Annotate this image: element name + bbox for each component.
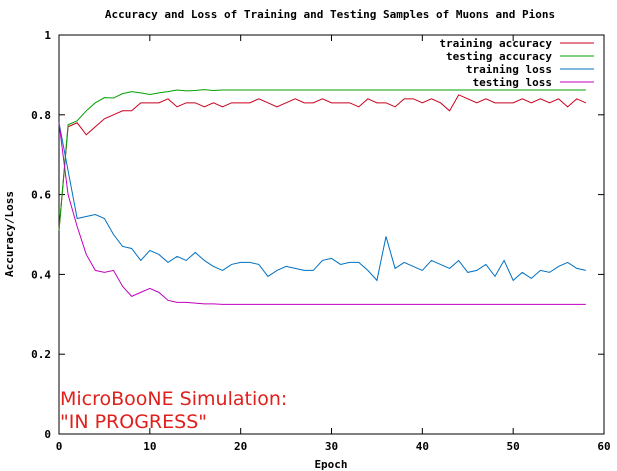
legend-label-training-accuracy: training accuracy (439, 37, 552, 50)
plot-frame (58, 34, 605, 435)
annotation-line-1: MicroBooNE Simulation: (60, 388, 287, 410)
series-line-testing-loss (58, 122, 586, 305)
y-tick-label: 0.6 (31, 189, 51, 202)
x-tick-label: 40 (416, 440, 429, 453)
series-line-testing-accuracy (58, 89, 586, 231)
y-tick-label: 0.4 (31, 268, 51, 281)
legend-label-training-loss: training loss (466, 63, 552, 76)
chart-title: Accuracy and Loss of Training and Testin… (105, 8, 555, 21)
legend-label-testing-accuracy: testing accuracy (446, 50, 552, 63)
legend-label-testing-loss: testing loss (473, 76, 552, 89)
x-tick-label: 10 (143, 440, 156, 453)
x-tick-label: 20 (234, 440, 247, 453)
y-tick-label: 0.8 (31, 109, 51, 122)
x-tick-label: 0 (56, 440, 63, 453)
x-tick-label: 30 (325, 440, 338, 453)
x-tick-label: 50 (507, 440, 520, 453)
series-lines (58, 89, 587, 305)
annotation-line-2: "IN PROGRESS" (60, 411, 207, 433)
series-line-training-loss (58, 122, 586, 282)
y-tick-label: 1 (44, 29, 51, 42)
series-line-training-accuracy (58, 94, 587, 231)
axis-ticks: 0 10 20 30 40 50 60 0 0.2 0.4 0.6 0.8 1 (31, 29, 611, 453)
y-tick-label: 0.2 (31, 348, 51, 361)
y-tick-label: 0 (44, 428, 51, 441)
x-tick-label: 60 (597, 440, 610, 453)
x-axis-label: Epoch (314, 458, 347, 471)
y-axis-label: Accuracy/Loss (3, 191, 16, 277)
